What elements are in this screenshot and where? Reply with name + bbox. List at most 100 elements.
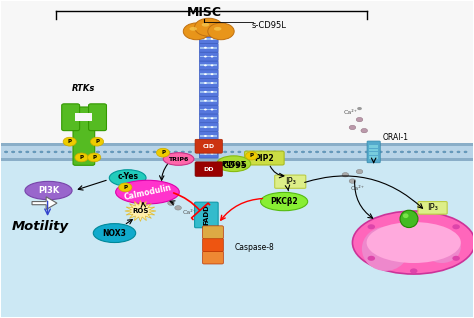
Circle shape [230,150,235,154]
Ellipse shape [93,224,136,243]
Circle shape [145,150,150,154]
Text: Motility: Motility [11,220,69,233]
Circle shape [138,150,143,154]
Bar [200,91,217,93]
Circle shape [286,150,291,154]
Circle shape [210,65,213,66]
Text: Calmodulin: Calmodulin [123,183,172,202]
FancyBboxPatch shape [199,123,218,132]
Circle shape [103,150,108,154]
Circle shape [201,150,206,154]
Text: Caspase-8: Caspase-8 [235,243,274,252]
Circle shape [356,169,363,174]
Bar [200,108,217,110]
Circle shape [204,65,207,66]
Circle shape [156,148,170,157]
Text: PKCβ2: PKCβ2 [270,197,298,206]
Circle shape [435,150,439,154]
Ellipse shape [366,222,461,263]
Circle shape [463,150,468,154]
Circle shape [246,152,258,160]
Circle shape [371,150,376,154]
Circle shape [118,183,132,192]
Circle shape [210,117,213,119]
Circle shape [367,256,375,261]
Circle shape [244,150,249,154]
Bar [200,144,217,146]
FancyBboxPatch shape [199,141,218,149]
Circle shape [67,150,72,154]
Circle shape [32,150,36,154]
Circle shape [223,150,228,154]
Text: IP₃: IP₃ [285,177,296,186]
Circle shape [410,268,418,273]
Circle shape [188,150,192,154]
Bar [1,1,473,143]
Circle shape [414,150,419,154]
Circle shape [456,150,461,154]
Ellipse shape [353,211,474,274]
Circle shape [308,150,312,154]
Circle shape [204,135,207,137]
Circle shape [60,150,65,154]
Ellipse shape [423,232,461,263]
Text: PI3K: PI3K [38,186,59,195]
Ellipse shape [116,180,179,204]
Circle shape [251,150,256,154]
FancyBboxPatch shape [62,104,80,131]
Circle shape [210,126,213,128]
Bar [200,126,217,128]
FancyBboxPatch shape [195,202,218,228]
Circle shape [210,73,213,75]
Circle shape [88,153,101,162]
Circle shape [74,150,79,154]
Circle shape [166,150,171,154]
FancyBboxPatch shape [199,70,218,79]
Circle shape [410,212,418,217]
Text: DD: DD [203,167,214,172]
Circle shape [279,150,284,154]
Text: P: P [92,155,96,160]
FancyBboxPatch shape [199,149,218,158]
Circle shape [204,153,207,155]
Circle shape [349,179,356,183]
Bar [369,152,378,155]
Circle shape [204,82,207,84]
Circle shape [4,150,9,154]
Text: ROS: ROS [132,208,148,214]
Text: FADD: FADD [203,204,210,225]
FancyBboxPatch shape [195,162,222,176]
Circle shape [210,56,213,58]
Ellipse shape [109,170,146,186]
Text: P: P [161,150,165,155]
Circle shape [46,150,51,154]
Circle shape [315,150,319,154]
Circle shape [152,150,157,154]
Circle shape [258,150,263,154]
Circle shape [96,150,100,154]
Circle shape [75,153,88,162]
Bar [200,73,217,75]
Circle shape [357,150,362,154]
Text: P: P [123,185,128,190]
Bar [1,143,473,146]
Circle shape [392,150,397,154]
Bar [200,38,217,40]
Circle shape [53,150,58,154]
Text: Ca²⁺: Ca²⁺ [350,186,364,191]
Bar [200,153,217,155]
Text: P: P [68,139,72,144]
Bar [369,156,378,159]
Circle shape [452,224,460,229]
Circle shape [322,150,327,154]
FancyBboxPatch shape [202,226,223,239]
Ellipse shape [208,23,234,40]
Text: ORAI-1: ORAI-1 [382,133,408,142]
Circle shape [204,108,207,110]
Circle shape [293,150,298,154]
Circle shape [361,128,367,133]
Circle shape [204,144,207,146]
Circle shape [173,150,178,154]
Circle shape [367,224,375,229]
Circle shape [343,150,348,154]
